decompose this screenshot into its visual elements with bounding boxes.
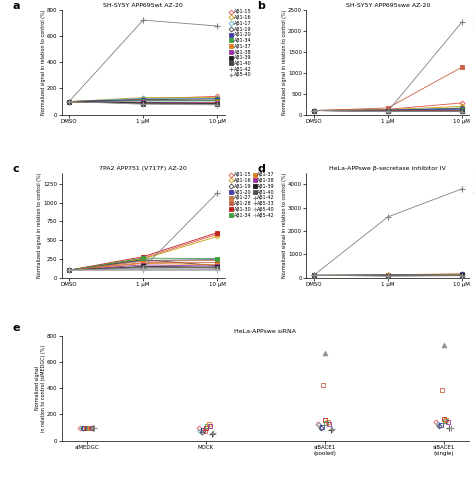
Title: HeLa-APPswe β-secretase inhibitor IV: HeLa-APPswe β-secretase inhibitor IV [329, 166, 446, 171]
Y-axis label: Normalized signal in relation to control (%): Normalized signal in relation to control… [41, 10, 46, 115]
Text: c: c [13, 164, 19, 174]
Legend: Aβ1-15, Aβ1-16, Aβ1-17, Aβ1-19, Aβ1-20, Aβ1-28, Aβ1-34, Aβ1-37, Aβ1-38, Aβ1-39, : Aβ1-15, Aβ1-16, Aβ1-17, Aβ1-19, Aβ1-20, … [473, 8, 474, 85]
Title: HeLa-APPswe siRNA: HeLa-APPswe siRNA [235, 329, 296, 334]
Legend: Aβ1-15, Aβ1-16, Aβ1-19, Aβ1-20, Aβ1-27, Aβ1-28, Aβ1-30, Aβ1-34, Aβ1-37, Aβ1-38, : Aβ1-15, Aβ1-16, Aβ1-19, Aβ1-20, Aβ1-27, … [228, 171, 277, 219]
Text: e: e [13, 323, 20, 333]
Text: d: d [257, 164, 265, 174]
Text: a: a [13, 1, 20, 11]
Y-axis label: Normalized signal
in relation to control (siMEDGC) (%): Normalized signal in relation to control… [35, 344, 46, 432]
Legend: Aβ1-15, Aβ1-16, Aβ1-17, Aβ1-19, Aβ1-20, Aβ1-28, Aβ1-34, Aβ1-37, Aβ1-38, Aβ1-39, : Aβ1-15, Aβ1-16, Aβ1-17, Aβ1-19, Aβ1-20, … [473, 171, 474, 248]
Y-axis label: Normalized signal in relation to control (%): Normalized signal in relation to control… [282, 172, 287, 278]
Title: 7PA2 APP751 (V717F) AZ-20: 7PA2 APP751 (V717F) AZ-20 [99, 166, 187, 171]
Title: SH-SY5Y APP695swe AZ-20: SH-SY5Y APP695swe AZ-20 [346, 3, 430, 8]
Y-axis label: Normalized signal in relation to control (%): Normalized signal in relation to control… [282, 10, 287, 115]
Legend: Aβ1-15, Aβ1-16, Aβ1-17, Aβ1-19, Aβ1-20, Aβ1-34, Aβ1-37, Aβ1-38, Aβ1-39, Aβ1-40, : Aβ1-15, Aβ1-16, Aβ1-17, Aβ1-19, Aβ1-20, … [228, 8, 253, 80]
Y-axis label: Normalized signal in relation to control (%): Normalized signal in relation to control… [37, 172, 42, 278]
Title: SH-SY5Y APP695wt AZ-20: SH-SY5Y APP695wt AZ-20 [103, 3, 183, 8]
Text: b: b [257, 1, 265, 11]
